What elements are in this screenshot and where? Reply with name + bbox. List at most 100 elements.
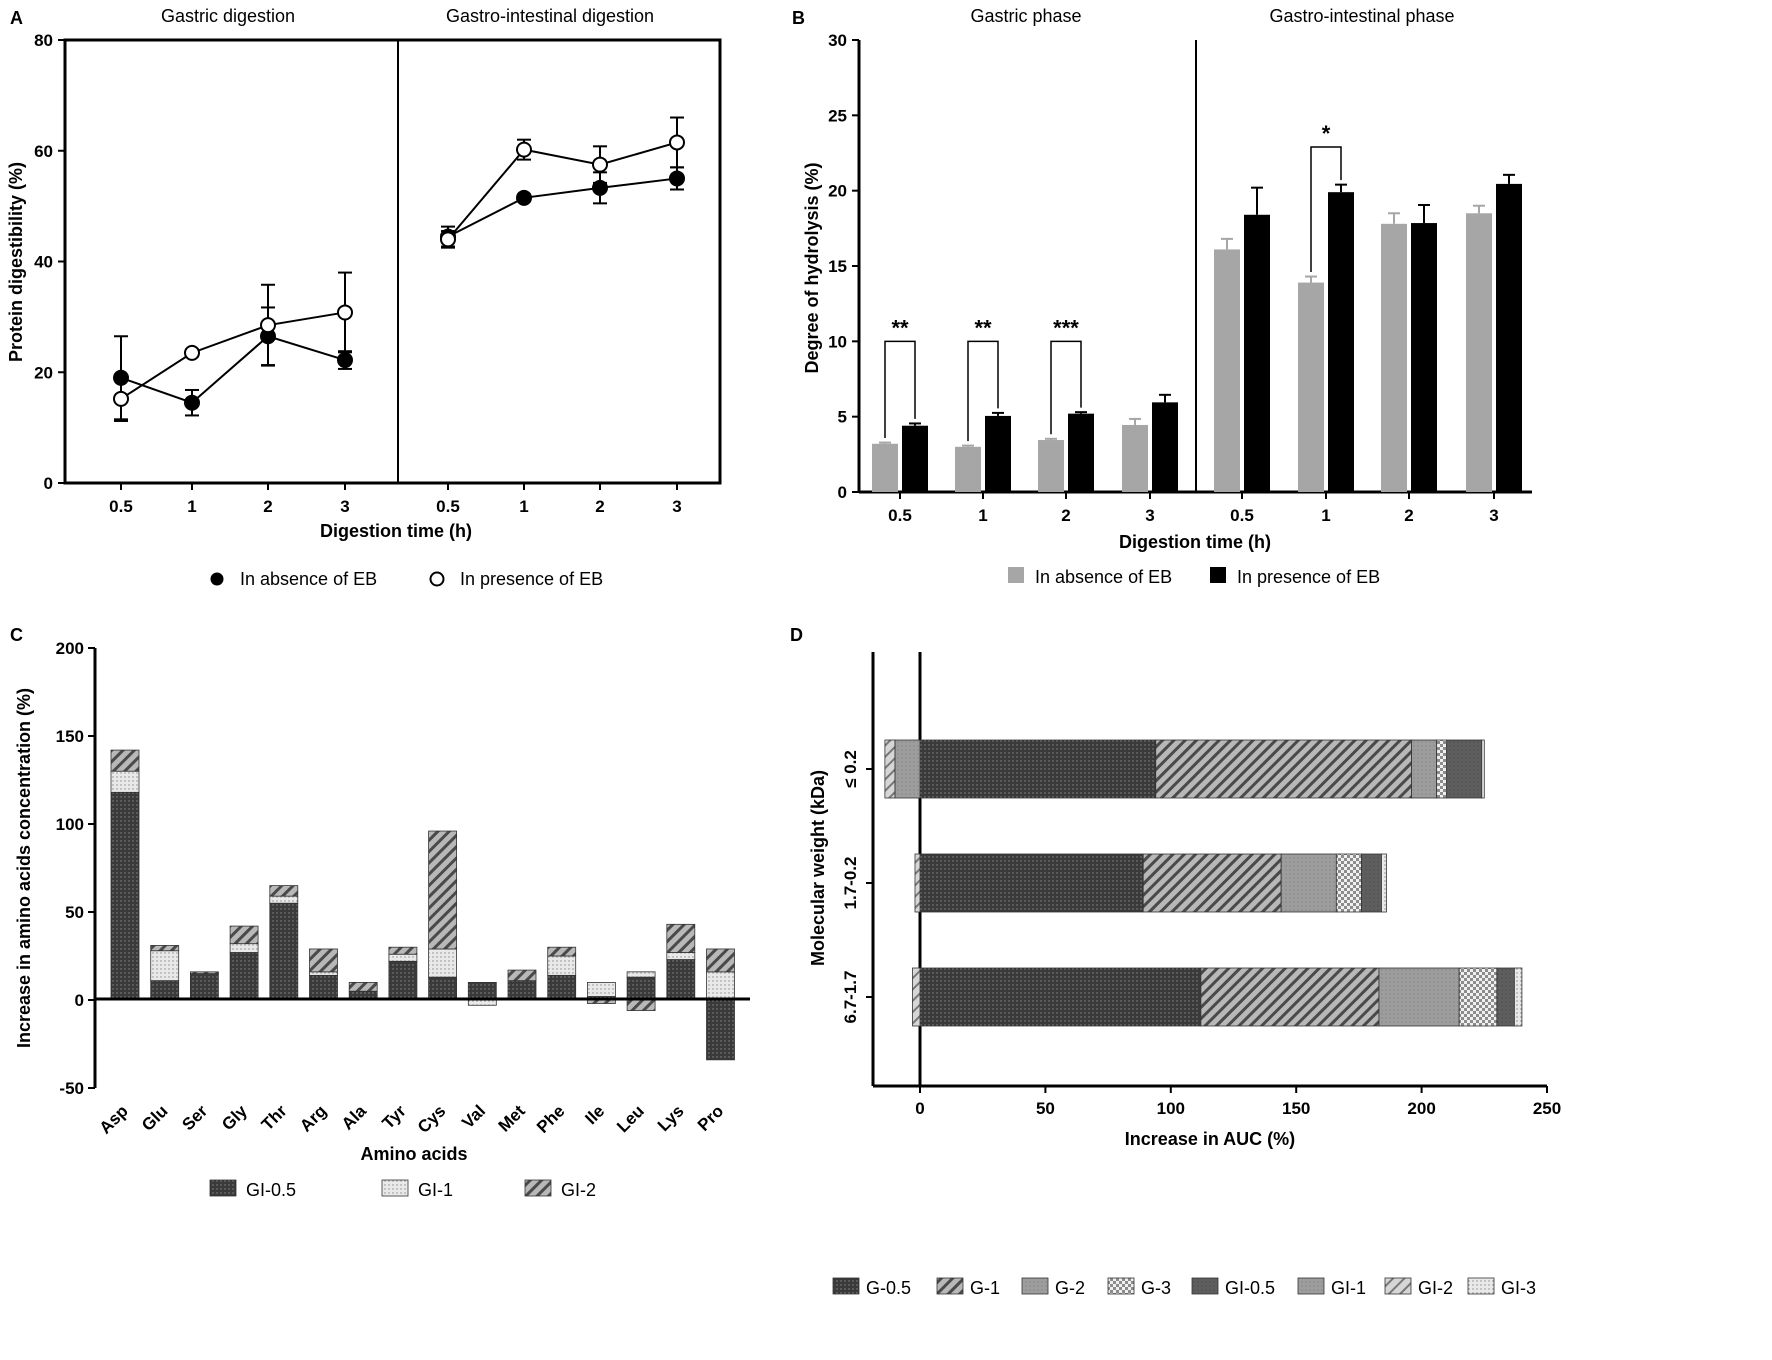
bar-segment-gi-2 — [269, 885, 299, 897]
bar-segment-gi-3 — [1513, 967, 1523, 1027]
bar-segment-gi-0.5 — [467, 982, 497, 1001]
legend-label-gi-3: GI-3 — [1501, 1278, 1536, 1298]
legend-label-gi-1: GI-1 — [1331, 1278, 1366, 1298]
significance-label: * — [1322, 121, 1331, 146]
legend-label-g-3: G-3 — [1141, 1278, 1171, 1298]
ytick-label: 25 — [828, 106, 847, 125]
data-point — [669, 134, 685, 151]
panel-b-title-gastric: Gastric phase — [970, 6, 1081, 26]
legend-label-gi-0.5: GI-0.5 — [246, 1180, 296, 1200]
bar-segment-g-0.5 — [919, 967, 1202, 1027]
panel-a-title-gastric: Gastric digestion — [161, 6, 295, 26]
bar-segment-gi-1 — [269, 895, 299, 904]
panel-a-legend: In absence of EB In presence of EB — [210, 569, 603, 589]
legend-swatch-g-3 — [1107, 1277, 1135, 1295]
bar-segment-gi-2 — [110, 749, 140, 772]
xtick-label: 0.5 — [1230, 506, 1254, 525]
bar-segment-gi-0.5 — [309, 974, 338, 1001]
bar-segment-gi-1 — [110, 770, 140, 793]
panel-a-title-gi: Gastro-intestinal digestion — [446, 6, 654, 26]
ytick-label: 200 — [56, 639, 84, 658]
xtick-label: Pro — [694, 1101, 727, 1134]
bar-segment-gi-2 — [507, 969, 537, 982]
bar-absence — [1298, 282, 1324, 492]
significance-bracket — [884, 340, 916, 439]
xtick-label: Asp — [96, 1101, 132, 1137]
legend-swatch-g-2 — [1021, 1277, 1049, 1295]
bar-segment-gi-0.5 — [706, 999, 735, 1061]
panel-c: C -50 0 50 100 150 200 Asp Glu Ser Gly Thr Arg Ala Ty… — [10, 625, 750, 1200]
bar-absence — [1038, 440, 1064, 492]
bar-segment-gi-0.5 — [1361, 853, 1382, 913]
xtick-label: 1 — [187, 497, 196, 516]
legend-swatch-presence — [1210, 567, 1226, 583]
significance-bracket — [1310, 146, 1342, 273]
legend-marker-presence — [429, 571, 445, 587]
data-point — [184, 344, 200, 361]
bar-segment-gi-1 — [229, 943, 259, 953]
bar-segment-g-0.5 — [919, 739, 1157, 799]
bar-absence — [872, 443, 898, 492]
significance-bracket — [1050, 340, 1082, 435]
data-point — [260, 317, 276, 334]
xtick-label: 250 — [1533, 1099, 1561, 1118]
xtick-label: 50 — [1036, 1099, 1055, 1118]
data-point — [184, 394, 200, 411]
ytick-label: 60 — [34, 142, 53, 161]
bar-segment-gi-2 — [912, 967, 921, 1027]
xtick-label: 1 — [978, 506, 987, 525]
legend-swatch-absence — [1008, 567, 1024, 583]
bar-segment-gi-1 — [388, 953, 418, 962]
ytick-label: 40 — [34, 253, 53, 272]
ytick-label: 0 — [44, 474, 53, 493]
legend-label-g-1: G-1 — [970, 1278, 1000, 1298]
data-point — [440, 231, 456, 248]
xtick-label: Gly — [218, 1101, 251, 1134]
legend-label-gi-0.5: GI-0.5 — [1225, 1278, 1275, 1298]
panel-b: B Gastric phase Gastro-intestinal phase … — [792, 6, 1532, 587]
significance-label: ** — [974, 315, 992, 340]
bar-segment-g-3 — [1458, 967, 1498, 1027]
panel-a-frame — [63, 38, 722, 485]
xtick-label: Thr — [258, 1101, 291, 1134]
legend-label-gi-1: GI-1 — [418, 1180, 453, 1200]
legend-label-gi-2: GI-2 — [1418, 1278, 1453, 1298]
series-line-presence — [447, 141, 678, 240]
xtick-label: 0.5 — [109, 497, 133, 516]
bar-segment-gi-1 — [666, 952, 696, 960]
legend-swatch-gi-2 — [1384, 1277, 1412, 1295]
bar-segment-gi-0.5 — [1446, 739, 1483, 799]
legend-swatch-gi-3 — [1467, 1277, 1495, 1295]
data-point — [337, 304, 353, 321]
ytick-label: -50 — [59, 1079, 84, 1098]
ytick-label: 0 — [838, 483, 847, 502]
bar-segment-g-3 — [1335, 853, 1362, 913]
xtick-label: 0.5 — [436, 497, 460, 516]
data-point — [516, 141, 532, 158]
bar-absence — [1466, 213, 1492, 492]
xtick-label: 3 — [1145, 506, 1154, 525]
xtick-label: Val — [458, 1101, 489, 1132]
bar-segment-gi-2 — [706, 948, 735, 973]
bar-segment-gi-2 — [914, 853, 921, 913]
panel-b-xlabel: Digestion time (h) — [1119, 532, 1271, 552]
panel-d-legend: G-0.5 G-1 G-2 G-3 GI-0.5 GI-1 GI-2 GI-3 — [832, 1277, 1536, 1298]
bar-segment-gi-0.5 — [666, 959, 696, 1001]
ytick-label: 6.7-1.7 — [841, 971, 860, 1024]
ytick-label: 20 — [828, 182, 847, 201]
panel-d: D 0 50 100 150 200 250 ≤ 0.2 1.7-0.2 6.7-1.7 Inc… — [790, 625, 1561, 1298]
xtick-label: 1 — [519, 497, 528, 516]
xtick-label: 2 — [1404, 506, 1413, 525]
bar-segment-gi-2 — [348, 982, 378, 992]
bar-presence — [985, 415, 1011, 492]
bar-segment-gi-0.5 — [388, 960, 418, 1001]
ytick-label: 10 — [828, 332, 847, 351]
bar-segment-gi-0.5 — [428, 976, 458, 1001]
xtick-label: Met — [495, 1101, 529, 1135]
significance-label: *** — [1053, 315, 1079, 340]
bar-segment-gi-1 — [626, 971, 656, 978]
bar-segment-gi-1 — [428, 948, 458, 978]
bar-segment-gi-2 — [666, 923, 696, 953]
bar-segment-gi-1 — [150, 950, 180, 982]
panel-b-title-gi: Gastro-intestinal phase — [1269, 6, 1454, 26]
